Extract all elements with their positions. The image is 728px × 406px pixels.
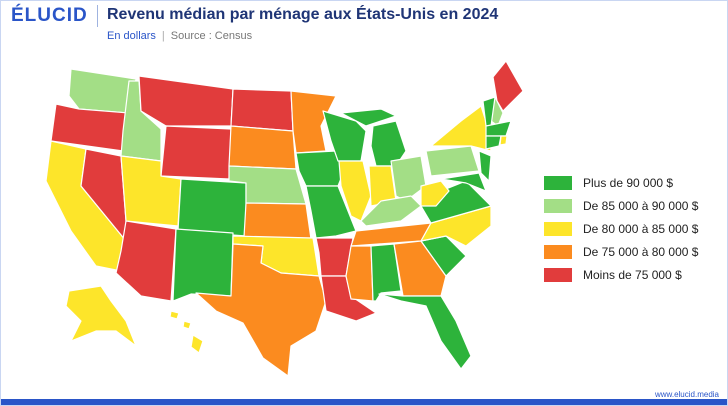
- legend-swatch: [544, 222, 572, 236]
- state: [345, 245, 374, 302]
- state: [425, 145, 480, 177]
- state: [243, 202, 312, 240]
- state: [430, 105, 492, 152]
- state: [420, 180, 450, 207]
- logo: ÉLUCID: [11, 5, 88, 26]
- state: [305, 185, 357, 239]
- state: [485, 135, 502, 150]
- state: [172, 228, 234, 302]
- state: [440, 172, 487, 192]
- subtitle: En dollars: [107, 30, 156, 42]
- state: [65, 285, 137, 347]
- state: [177, 178, 247, 237]
- legend-swatch: [544, 176, 572, 190]
- state: [160, 125, 232, 180]
- legend-label: De 80 000 à 85 000 $: [583, 222, 699, 236]
- state: [478, 150, 492, 182]
- state: [340, 108, 397, 127]
- footer-bar: [1, 399, 727, 405]
- state: [360, 195, 422, 227]
- subtitle-row: En dollars | Source : Census: [107, 30, 252, 42]
- state: [228, 125, 297, 170]
- divider: |: [161, 30, 165, 42]
- legend-label: De 75 000 à 80 000 $: [583, 245, 699, 259]
- source: Source : Census: [170, 30, 253, 42]
- state: [115, 220, 177, 302]
- state: [190, 334, 204, 354]
- state: [390, 155, 427, 202]
- state: [230, 88, 294, 132]
- state: [393, 240, 447, 297]
- state: [169, 310, 180, 320]
- state: [378, 293, 472, 370]
- legend-label: Plus de 90 000 $: [583, 176, 673, 190]
- state: [182, 320, 192, 330]
- state: [499, 135, 508, 146]
- legend-swatch: [544, 268, 572, 282]
- legend-swatch: [544, 245, 572, 259]
- states: [45, 60, 524, 377]
- legend-swatch: [544, 199, 572, 213]
- url: www.elucid.media: [654, 390, 719, 399]
- state: [138, 75, 234, 127]
- state: [492, 60, 524, 112]
- state: [195, 243, 327, 377]
- separator: [97, 5, 98, 27]
- legend: Plus de 90 000 $ De 85 000 à 90 000 $ De 8…: [544, 176, 699, 282]
- title: Revenu médian par ménage aux États-Unis …: [107, 6, 499, 23]
- legend-label: Moins de 75 000 $: [583, 268, 682, 282]
- legend-label: De 85 000 à 90 000 $: [583, 199, 699, 213]
